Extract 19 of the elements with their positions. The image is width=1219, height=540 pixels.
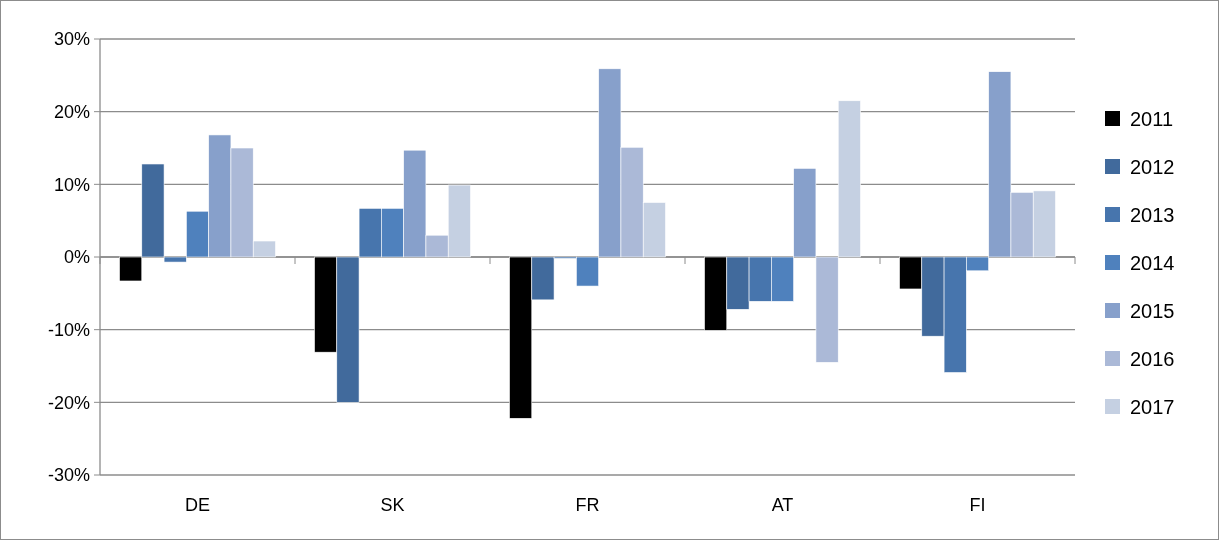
legend-label: 2017 — [1130, 396, 1175, 418]
x-tick-label: FI — [969, 495, 986, 515]
legend-label: 2016 — [1130, 348, 1175, 370]
x-tick-label: SK — [380, 495, 405, 515]
x-tick-label: DE — [184, 495, 211, 515]
y-tick-label: 30% — [53, 29, 90, 50]
y-tick-label: -30% — [47, 465, 90, 486]
y-tick-label: 20% — [53, 101, 90, 122]
y-tick-label: -20% — [47, 392, 90, 413]
legend-label: 2011 — [1130, 108, 1174, 130]
legend-label: 2012 — [1130, 156, 1175, 178]
y-tick-label: 0% — [63, 247, 90, 268]
x-tick-label: FR — [575, 495, 600, 515]
legend-label: 2014 — [1130, 252, 1175, 274]
legend-label: 2015 — [1130, 300, 1175, 322]
x-tick-label: AT — [771, 495, 794, 515]
legend-label: 2013 — [1130, 204, 1175, 226]
y-tick-label: 10% — [53, 174, 90, 195]
y-tick-label: -10% — [47, 319, 90, 340]
